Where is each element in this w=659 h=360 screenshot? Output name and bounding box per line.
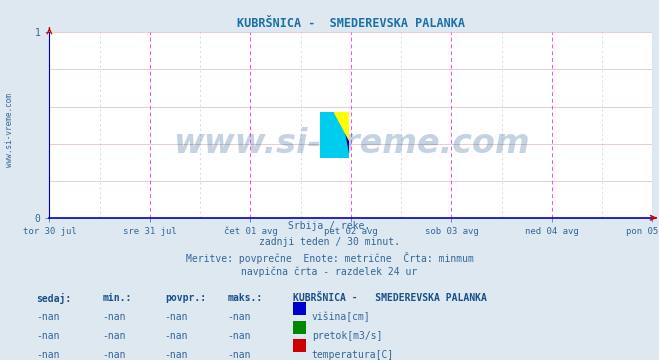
Text: -nan: -nan xyxy=(165,331,188,341)
Text: pretok[m3/s]: pretok[m3/s] xyxy=(312,331,382,341)
Text: višina[cm]: višina[cm] xyxy=(312,312,370,323)
Text: Srbija / reke.: Srbija / reke. xyxy=(289,221,370,231)
Text: min.:: min.: xyxy=(102,293,132,303)
Text: -nan: -nan xyxy=(227,350,251,360)
Text: zadnji teden / 30 minut.: zadnji teden / 30 minut. xyxy=(259,237,400,247)
Text: www.si-vreme.com: www.si-vreme.com xyxy=(5,93,14,167)
Text: -nan: -nan xyxy=(227,312,251,322)
Text: maks.:: maks.: xyxy=(227,293,262,303)
Text: -nan: -nan xyxy=(36,350,60,360)
Text: povpr.:: povpr.: xyxy=(165,293,206,303)
Text: -nan: -nan xyxy=(36,331,60,341)
Text: -nan: -nan xyxy=(227,331,251,341)
Text: temperatura[C]: temperatura[C] xyxy=(312,350,394,360)
Text: -nan: -nan xyxy=(36,312,60,322)
Text: Meritve: povprečne  Enote: metrične  Črta: minmum: Meritve: povprečne Enote: metrične Črta:… xyxy=(186,252,473,264)
Text: KUBRŠNICA -   SMEDEREVSKA PALANKA: KUBRŠNICA - SMEDEREVSKA PALANKA xyxy=(293,293,487,303)
Polygon shape xyxy=(320,112,349,158)
Text: sedaj:: sedaj: xyxy=(36,293,71,305)
Text: -nan: -nan xyxy=(165,350,188,360)
Polygon shape xyxy=(335,112,349,140)
Text: www.si-vreme.com: www.si-vreme.com xyxy=(173,127,529,160)
Text: -nan: -nan xyxy=(102,331,126,341)
Text: -nan: -nan xyxy=(102,312,126,322)
Text: navpična črta - razdelek 24 ur: navpična črta - razdelek 24 ur xyxy=(241,267,418,277)
Text: -nan: -nan xyxy=(165,312,188,322)
Title: KUBRŠNICA -  SMEDEREVSKA PALANKA: KUBRŠNICA - SMEDEREVSKA PALANKA xyxy=(237,17,465,30)
Text: -nan: -nan xyxy=(102,350,126,360)
